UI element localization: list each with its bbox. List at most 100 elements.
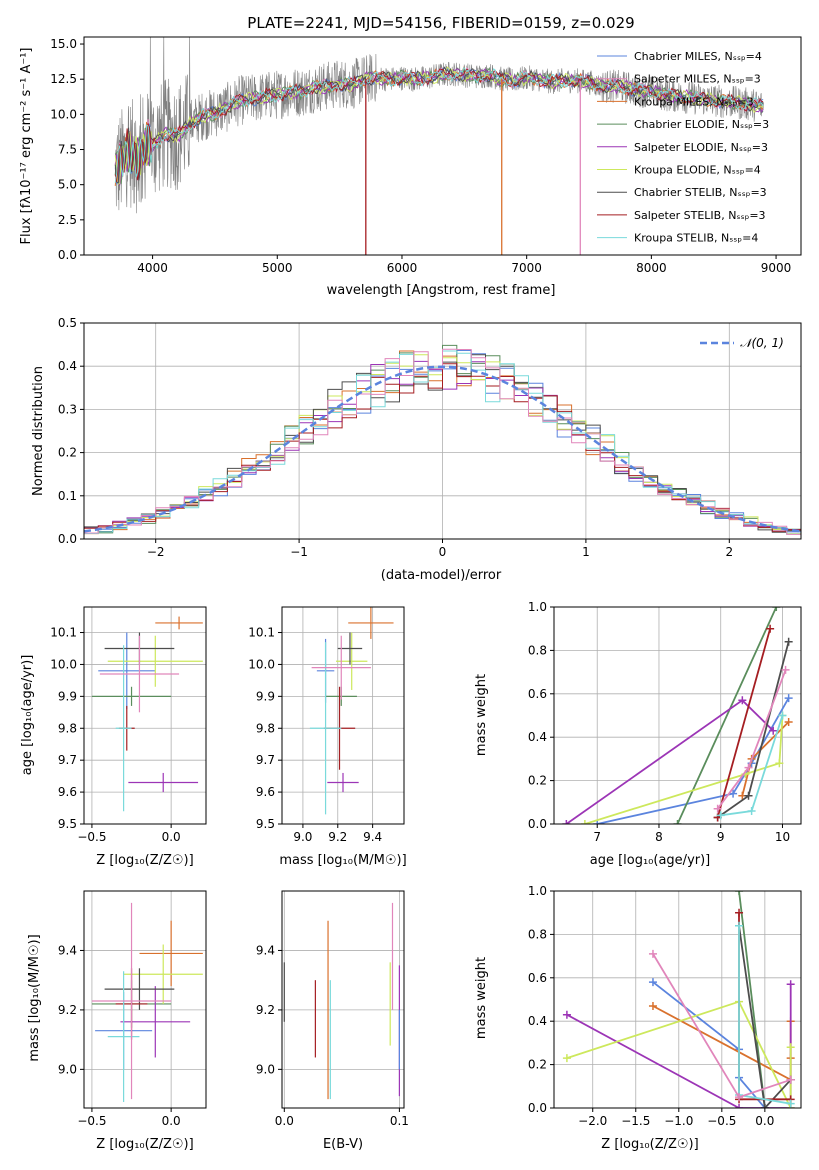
mass_vs_Z-frame [83, 890, 207, 1109]
model-spectrum-line [114, 68, 764, 183]
age_vs_mass-xtick-label: 9.2 [328, 830, 347, 844]
weight-age-ylabel: mass weight [474, 674, 489, 756]
weight_vs_Z-ytick-label: 0.8 [528, 927, 547, 941]
residuals-ytick-label: 0.2 [58, 446, 77, 460]
residuals-xtick-label: −1 [290, 545, 308, 559]
spectrum-xtick-label: 4000 [137, 261, 168, 275]
weight_vs_age-marker [775, 759, 784, 768]
legend-label: Kroupa STELIB, Nₛₛₚ=4 [634, 232, 758, 245]
weight_vs_Z-marker [735, 1093, 744, 1102]
residuals-ytick-label: 0.0 [58, 532, 77, 546]
weight_vs_age-xtick-label: 10 [775, 830, 790, 844]
residuals-xtick-label: 2 [725, 545, 733, 559]
age_vs_Z-xtick-label: 0.0 [162, 830, 181, 844]
weight_vs_Z-marker [786, 980, 795, 989]
weight_vs_Z-xtick-label: −2.0 [578, 1114, 607, 1128]
weight_vs_Z-marker [648, 1002, 657, 1011]
normal-curve [84, 365, 801, 533]
weight_vs_Z-ytick-label: 0.6 [528, 971, 547, 985]
residuals-ytick-label: 0.1 [58, 489, 77, 503]
weight_vs_age-xtick-label: 9 [717, 830, 725, 844]
weight_vs_Z-ytick-label: 0.4 [528, 1014, 547, 1028]
weight_vs_age-ytick-label: 0.6 [528, 687, 547, 701]
age_vs_Z-plot-area [91, 616, 203, 812]
weight_vs_Z-marker [760, 1104, 769, 1108]
residuals-ylabel: Normed distribution [31, 366, 46, 496]
spectrum-frame [83, 36, 802, 256]
residuals-xtick-label: 1 [582, 545, 590, 559]
weight_vs_age-marker [784, 718, 793, 727]
model-spectrum-line [114, 66, 764, 185]
age_vs_mass-xtick-label: 9.4 [363, 830, 382, 844]
spectrum-title: PLATE=2241, MJD=54156, FIBERID=0159, z=0… [247, 14, 634, 32]
weight_vs_age-series-line [676, 607, 778, 824]
spectrum-ytick-label: 2.5 [58, 213, 77, 227]
mass_vs_ebv-plot-area [283, 902, 400, 1100]
residuals-plot-area [84, 344, 801, 537]
weight_vs_Z-marker [786, 1043, 795, 1052]
weight_vs_age-marker [738, 696, 747, 705]
spectrum-xtick-label: 6000 [387, 261, 418, 275]
age_vs_mass-ytick-label: 9.7 [256, 753, 275, 767]
weight_vs_age-marker [580, 820, 589, 824]
legend-label: Kroupa MILES, Nₛₛₚ=3 [634, 95, 754, 108]
weight_vs_age-marker [784, 637, 793, 646]
weight_vs_age-marker [713, 804, 722, 813]
weight_vs_age-ytick-label: 0.2 [528, 774, 547, 788]
weight_vs_age-xtick-label: 7 [593, 830, 601, 844]
spectrum-plot-area [114, 37, 764, 255]
legend-label: Salpeter ELODIE, Nₛₛₚ=3 [634, 141, 768, 154]
mass_vs_Z-plot-area [91, 902, 203, 1103]
weight_vs_Z-xtick-label: −0.5 [707, 1114, 736, 1128]
residuals-ytick-label: 0.3 [58, 402, 77, 416]
mass_vs_Z-xtick-label: −0.5 [77, 1114, 106, 1128]
weight_vs_Z-series-line [652, 981, 766, 1108]
spectrum-xtick-label: 7000 [511, 261, 542, 275]
weight_vs_Z-marker [735, 1104, 744, 1108]
weight_vs_age-marker [716, 811, 725, 820]
weight_vs_age-marker [562, 820, 571, 824]
weight_vs_Z-series-line [738, 925, 792, 1108]
mass_vs_ebv-xtick-label: 0.0 [275, 1114, 294, 1128]
residual-histogram [84, 348, 801, 537]
age_vs_mass-ytick-label: 9.5 [256, 817, 275, 831]
age-Z-ylabel: age [log₁₀(age/yr)] [20, 655, 35, 776]
weight_vs_age-series-line [584, 715, 784, 824]
age_vs_Z-ytick-label: 9.9 [58, 689, 77, 703]
weight_vs_age-marker [747, 806, 756, 815]
residuals-xtick-label: 0 [439, 545, 447, 559]
age-mass-xlabel: mass [log₁₀(M/M☉)] [279, 853, 406, 868]
weight_vs_age-marker [593, 820, 602, 824]
mass_vs_Z-xtick-label: 0.0 [162, 1114, 181, 1128]
weight_vs_Z-ytick-label: 0.2 [528, 1058, 547, 1072]
weight_vs_Z-ytick-label: 1.0 [528, 884, 547, 898]
weight_vs_age-frame [553, 606, 802, 825]
age_vs_mass-ytick-label: 10.1 [248, 626, 275, 640]
mass_vs_ebv-frame [281, 890, 405, 1109]
weight_vs_Z-xtick-label: 0.0 [755, 1114, 774, 1128]
mass_vs_ebv-ytick-label: 9.2 [256, 1003, 275, 1017]
age_vs_mass-ytick-label: 10.0 [248, 657, 275, 671]
legend-label: Chabrier STELIB, Nₛₛₚ=3 [634, 186, 767, 199]
weight_vs_Z-marker [648, 949, 657, 958]
age_vs_mass-xtick-label: 9.0 [293, 830, 312, 844]
mass_vs_Z-ytick-label: 9.4 [58, 943, 77, 957]
age_vs_Z-ytick-label: 9.7 [58, 753, 77, 767]
age_vs_mass-ytick-label: 9.9 [256, 689, 275, 703]
spectrum-ytick-label: 5.0 [58, 178, 77, 192]
weight-Z-xlabel: Z [log₁₀(Z/Z☉)] [601, 1137, 698, 1152]
spectrum-ytick-label: 12.5 [50, 72, 77, 86]
legend-label: Salpeter MILES, Nₛₛₚ=3 [634, 73, 761, 86]
weight_vs_age-marker [784, 694, 793, 703]
weight_vs_age-series-line [716, 628, 771, 818]
residuals-frame [83, 322, 802, 540]
weight_vs_Z-marker [648, 978, 657, 987]
weight-Z-ylabel: mass weight [474, 957, 489, 1039]
mass_vs_ebv-xtick-label: 0.1 [390, 1114, 409, 1128]
spectrum-xtick-label: 8000 [636, 261, 667, 275]
weight_vs_Z-ytick-label: 0.0 [528, 1101, 547, 1115]
weight_vs_Z-marker [735, 908, 744, 917]
mass-Z-ylabel: mass [log₁₀(M/M☉)] [27, 934, 42, 1061]
weight_vs_Z-marker [562, 1054, 571, 1063]
